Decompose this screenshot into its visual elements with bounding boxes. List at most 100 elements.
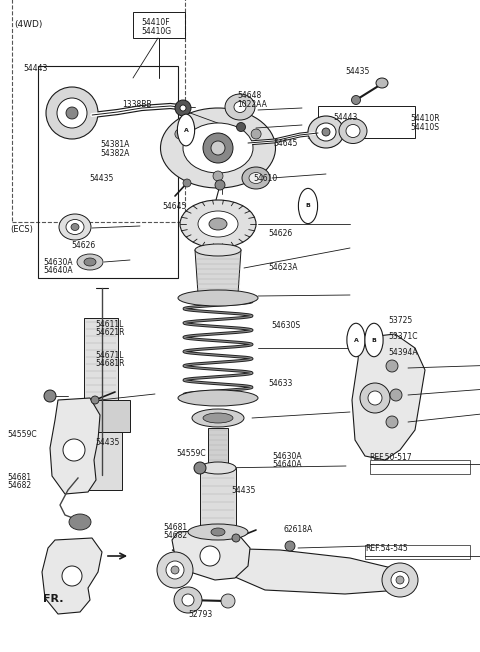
Text: 54410G: 54410G	[142, 27, 172, 36]
Text: 54640A: 54640A	[272, 460, 302, 469]
Ellipse shape	[188, 524, 248, 540]
Ellipse shape	[237, 123, 245, 132]
Text: 53725: 53725	[389, 316, 413, 325]
Text: 54645: 54645	[162, 202, 187, 211]
Polygon shape	[172, 548, 410, 594]
Ellipse shape	[91, 396, 99, 404]
Ellipse shape	[221, 594, 235, 608]
Text: 54435: 54435	[346, 67, 370, 76]
Text: 54630S: 54630S	[271, 321, 300, 331]
Ellipse shape	[63, 439, 85, 461]
Ellipse shape	[382, 563, 418, 597]
Ellipse shape	[192, 409, 244, 427]
Bar	[370, 460, 470, 474]
Text: 54443: 54443	[23, 64, 48, 73]
Text: 54381A: 54381A	[101, 140, 130, 149]
Ellipse shape	[209, 218, 227, 230]
Ellipse shape	[211, 141, 225, 155]
Ellipse shape	[200, 546, 220, 566]
Text: 54626: 54626	[71, 241, 96, 250]
Ellipse shape	[180, 200, 256, 248]
Ellipse shape	[66, 107, 78, 119]
Text: (ECS): (ECS)	[11, 225, 34, 234]
Text: FR.: FR.	[43, 593, 64, 604]
Ellipse shape	[175, 100, 191, 116]
Text: B: B	[306, 203, 311, 209]
Text: 54623A: 54623A	[269, 263, 298, 272]
Ellipse shape	[178, 114, 195, 146]
Ellipse shape	[175, 129, 185, 139]
Ellipse shape	[213, 171, 223, 181]
Ellipse shape	[234, 102, 246, 113]
Ellipse shape	[59, 214, 91, 240]
Ellipse shape	[62, 566, 82, 586]
Text: 54681R: 54681R	[95, 359, 124, 368]
Ellipse shape	[166, 561, 184, 579]
Text: 54630A: 54630A	[272, 452, 302, 461]
Text: 54410F: 54410F	[142, 18, 170, 27]
Text: 54648: 54648	[238, 91, 262, 100]
Ellipse shape	[77, 254, 103, 270]
Ellipse shape	[365, 323, 383, 357]
Ellipse shape	[203, 133, 233, 163]
Text: 54382A: 54382A	[101, 149, 130, 158]
Text: 54682: 54682	[7, 481, 31, 490]
Text: A: A	[183, 128, 189, 132]
Ellipse shape	[157, 552, 193, 588]
Ellipse shape	[178, 290, 258, 306]
Ellipse shape	[242, 167, 270, 189]
Ellipse shape	[182, 594, 194, 606]
Ellipse shape	[308, 116, 344, 148]
Text: 1022AA: 1022AA	[238, 100, 267, 109]
Polygon shape	[50, 398, 100, 494]
Ellipse shape	[351, 95, 360, 104]
Bar	[12, 0, 185, 222]
Text: REF.50-517: REF.50-517	[370, 453, 412, 462]
Text: 54682: 54682	[163, 531, 187, 541]
Ellipse shape	[198, 211, 238, 237]
Text: 54645: 54645	[274, 139, 298, 148]
Ellipse shape	[251, 129, 261, 139]
Text: 54394A: 54394A	[389, 348, 419, 357]
Ellipse shape	[285, 541, 295, 551]
Ellipse shape	[347, 323, 365, 357]
Ellipse shape	[360, 383, 390, 413]
Polygon shape	[352, 334, 425, 460]
Text: 54410R: 54410R	[410, 114, 440, 123]
Bar	[200, 468, 236, 530]
Text: 54559C: 54559C	[7, 430, 37, 439]
Polygon shape	[195, 250, 241, 294]
Ellipse shape	[84, 258, 96, 266]
Bar	[78, 432, 122, 490]
Ellipse shape	[200, 462, 236, 474]
Text: 54435: 54435	[89, 174, 114, 183]
Bar	[84, 318, 118, 400]
Text: 54435: 54435	[95, 437, 120, 447]
Text: 54443: 54443	[334, 113, 358, 122]
Bar	[70, 400, 130, 432]
Text: 54611L: 54611L	[95, 319, 123, 329]
Ellipse shape	[203, 413, 233, 423]
Ellipse shape	[178, 390, 258, 406]
Text: 54681: 54681	[7, 473, 31, 482]
Ellipse shape	[215, 180, 225, 190]
Text: B: B	[372, 338, 376, 342]
Ellipse shape	[66, 220, 84, 235]
Ellipse shape	[249, 173, 263, 183]
Text: 1338BB: 1338BB	[122, 100, 152, 109]
Text: 54633: 54633	[269, 379, 293, 388]
Text: REF.54-545: REF.54-545	[365, 544, 408, 554]
Text: 54640A: 54640A	[43, 266, 73, 275]
Bar	[208, 428, 228, 468]
Ellipse shape	[376, 78, 388, 88]
Bar	[365, 545, 470, 559]
Ellipse shape	[386, 360, 398, 372]
Text: 54630A: 54630A	[43, 258, 73, 267]
Bar	[133, 12, 185, 38]
Text: 54410S: 54410S	[410, 123, 439, 132]
Text: 52793: 52793	[189, 610, 213, 619]
Text: 54626: 54626	[269, 229, 293, 238]
Ellipse shape	[316, 123, 336, 141]
Ellipse shape	[390, 389, 402, 401]
Text: 54621R: 54621R	[95, 328, 124, 337]
